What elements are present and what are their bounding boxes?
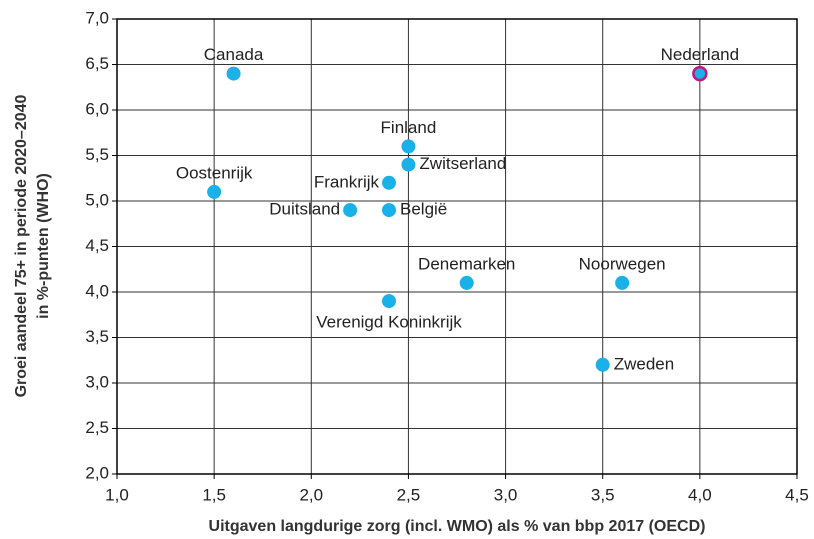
y-tick-label: 6,5 (85, 54, 109, 73)
point-label: Canada (204, 45, 264, 64)
plot-frame (116, 18, 798, 475)
x-axis-label: Uitgaven langdurige zorg (incl. WMO) als… (209, 518, 706, 535)
point-label: Zwitserland (419, 154, 506, 173)
y-tick-label: 4,0 (85, 281, 109, 300)
x-tick-label: 1,5 (202, 485, 226, 504)
y-axis-label: Groei aandeel 75+ in periode 2020–2040 (13, 94, 30, 397)
y-tick-label: 7,0 (85, 8, 109, 27)
y-tick-label: 2,5 (85, 418, 109, 437)
point (692, 65, 708, 82)
x-tick-label: 2,0 (299, 485, 323, 504)
y-tick-label: 4,5 (85, 236, 109, 255)
point (401, 139, 416, 154)
x-tick-label: 1,0 (105, 485, 129, 504)
point (343, 203, 358, 218)
point-label: Verenigd Koninkrijk (316, 313, 462, 332)
x-tick-label: 2,5 (397, 485, 421, 504)
point (615, 275, 630, 290)
point-label: België (400, 200, 447, 219)
x-tick-label: 4,5 (785, 485, 809, 504)
point-label: Denemarken (418, 254, 515, 273)
x-tick-label: 3,0 (494, 485, 518, 504)
point-label: Nederland (661, 45, 739, 64)
x-tick-label: 3,5 (591, 485, 615, 504)
y-tick-label: 2,0 (85, 463, 109, 482)
y-tick-label: 6,0 (85, 99, 109, 118)
point (382, 294, 396, 309)
y-tick-label: 5,5 (85, 145, 109, 164)
y-axis-label: in %-punten (WHO) (35, 173, 52, 319)
point-label: Duitsland (269, 200, 340, 219)
point (401, 157, 416, 172)
y-tick-label: 5,0 (85, 190, 109, 209)
point (207, 184, 222, 199)
point-label: Finland (381, 118, 437, 137)
point-label: Noorwegen (579, 254, 666, 273)
point (226, 66, 241, 81)
y-tick-label: 3,5 (85, 327, 109, 346)
point (595, 357, 610, 372)
y-tick-label: 3,0 (85, 372, 109, 391)
point-label: Zweden (614, 354, 674, 373)
point-label: Frankrijk (314, 172, 380, 191)
point-label: Oostenrijk (176, 163, 253, 182)
point (382, 203, 396, 218)
x-tick-label: 4,0 (688, 485, 712, 504)
point (382, 175, 396, 190)
point (459, 275, 474, 290)
